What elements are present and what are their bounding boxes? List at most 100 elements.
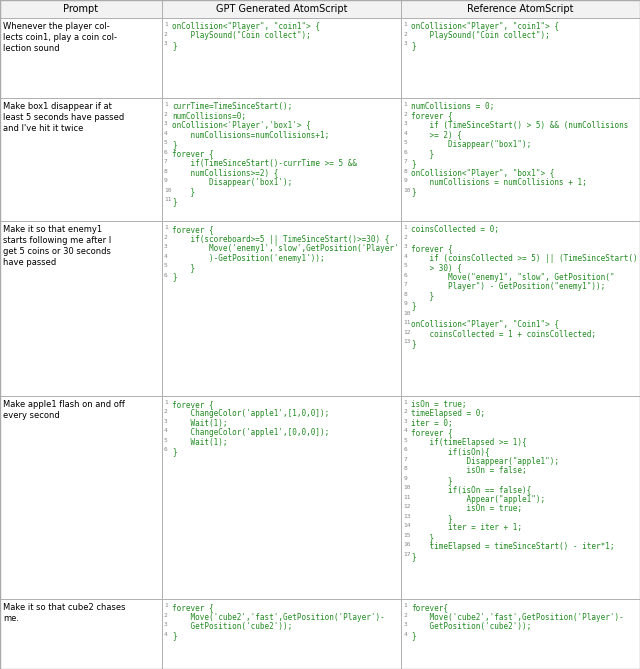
Text: }: } — [172, 632, 177, 640]
Text: 3: 3 — [164, 41, 168, 46]
Text: Whenever the player col-
lects coin1, play a coin col-
lection sound: Whenever the player col- lects coin1, pl… — [3, 22, 117, 54]
Text: forever{: forever{ — [412, 603, 448, 612]
Text: }: } — [412, 301, 416, 310]
Text: 1: 1 — [403, 102, 407, 107]
Text: 1: 1 — [403, 603, 407, 608]
Text: 7: 7 — [164, 159, 168, 164]
Text: 8: 8 — [403, 292, 407, 296]
Text: 7: 7 — [403, 159, 407, 164]
Text: >= 2) {: >= 2) { — [412, 130, 462, 140]
Text: if(isOn){: if(isOn){ — [412, 448, 490, 456]
Text: 1: 1 — [164, 400, 168, 405]
Bar — [162, 221, 401, 396]
Text: }: } — [412, 632, 416, 640]
Bar — [0, 396, 162, 599]
Text: isOn = true;: isOn = true; — [412, 400, 467, 409]
Text: 1: 1 — [164, 102, 168, 107]
Text: forever {: forever { — [412, 428, 453, 438]
Text: 9: 9 — [403, 301, 407, 306]
Text: 2: 2 — [403, 31, 407, 37]
Text: 4: 4 — [403, 254, 407, 259]
Text: }: } — [412, 159, 416, 168]
Text: 6: 6 — [403, 150, 407, 155]
Text: 2: 2 — [164, 112, 168, 116]
Bar — [401, 18, 640, 98]
Text: }: } — [412, 476, 453, 485]
Text: 4: 4 — [164, 130, 168, 136]
Bar — [0, 18, 162, 98]
Text: ChangeColor('apple1',[1,0,0]);: ChangeColor('apple1',[1,0,0]); — [172, 409, 329, 419]
Text: ChangeColor('apple1',[0,0,0]);: ChangeColor('apple1',[0,0,0]); — [172, 428, 329, 438]
Text: numCollisions = 0;: numCollisions = 0; — [412, 102, 495, 111]
Text: onCollision<"Player", "coin1"> {: onCollision<"Player", "coin1"> { — [412, 22, 559, 31]
Text: }: } — [172, 187, 195, 197]
Text: if(isOn == false){: if(isOn == false){ — [412, 486, 532, 494]
Bar — [162, 396, 401, 599]
Bar — [401, 0, 640, 18]
Text: Make it so that enemy1
starts following me after I
get 5 coins or 30 seconds
hav: Make it so that enemy1 starts following … — [3, 225, 111, 268]
Text: }: } — [412, 533, 435, 542]
Text: 1: 1 — [164, 22, 168, 27]
Text: coinsCollected = 1 + coinsCollected;: coinsCollected = 1 + coinsCollected; — [412, 330, 596, 339]
Text: 6: 6 — [164, 272, 168, 278]
Text: GetPosition('cube2'));: GetPosition('cube2')); — [412, 622, 532, 631]
Text: }: } — [412, 187, 416, 197]
Text: 2: 2 — [403, 409, 407, 415]
Text: PlaySound("Coin collect");: PlaySound("Coin collect"); — [172, 31, 310, 41]
Bar — [0, 0, 162, 18]
Text: forever {: forever { — [172, 225, 214, 234]
Text: }: } — [412, 292, 435, 300]
Text: 4: 4 — [403, 632, 407, 636]
Text: 10: 10 — [164, 187, 172, 193]
Text: if(scoreboard>=5 || TimeSinceStart()>=30) {: if(scoreboard>=5 || TimeSinceStart()>=30… — [172, 235, 389, 244]
Text: 9: 9 — [164, 178, 168, 183]
Text: 6: 6 — [164, 448, 168, 452]
Text: timeElapsed = 0;: timeElapsed = 0; — [412, 409, 485, 419]
Bar — [401, 599, 640, 669]
Bar — [0, 599, 162, 669]
Text: isOn = false;: isOn = false; — [412, 466, 527, 476]
Text: }: } — [412, 552, 416, 561]
Text: }: } — [412, 514, 453, 523]
Text: Disappear('box1');: Disappear('box1'); — [172, 178, 292, 187]
Text: }: } — [172, 448, 177, 456]
Text: Disappear("box1");: Disappear("box1"); — [412, 140, 532, 149]
Text: currTime=TimeSinceStart();: currTime=TimeSinceStart(); — [172, 102, 292, 111]
Text: 5: 5 — [164, 140, 168, 145]
Text: 13: 13 — [403, 514, 411, 519]
Text: 5: 5 — [164, 438, 168, 443]
Text: onCollision<"Player", "box1"> {: onCollision<"Player", "box1"> { — [412, 169, 555, 177]
Text: 13: 13 — [403, 339, 411, 344]
Text: 5: 5 — [403, 438, 407, 443]
Text: 5: 5 — [403, 263, 407, 268]
Text: 3: 3 — [164, 244, 168, 249]
Text: 9: 9 — [403, 178, 407, 183]
Text: Move('enemy1','slow',GetPosition('Player': Move('enemy1','slow',GetPosition('Player… — [172, 244, 399, 253]
Text: if(TimeSinceStart()-currTime >= 5 &&: if(TimeSinceStart()-currTime >= 5 && — [172, 159, 357, 168]
Text: 4: 4 — [164, 254, 168, 259]
Text: }: } — [172, 140, 177, 149]
Text: 4: 4 — [403, 130, 407, 136]
Text: isOn = true;: isOn = true; — [412, 504, 522, 514]
Text: 4: 4 — [403, 428, 407, 434]
Text: 1: 1 — [403, 400, 407, 405]
Text: iter = iter + 1;: iter = iter + 1; — [412, 523, 522, 533]
Text: 6: 6 — [403, 448, 407, 452]
Text: 11: 11 — [403, 320, 411, 325]
Text: )-GetPosition('enemy1'));: )-GetPosition('enemy1')); — [172, 254, 324, 263]
Text: 7: 7 — [403, 457, 407, 462]
Text: 2: 2 — [403, 613, 407, 617]
Bar — [401, 98, 640, 221]
Text: 10: 10 — [403, 486, 411, 490]
Text: }: } — [172, 263, 195, 272]
Text: }: } — [172, 272, 177, 282]
Text: timeElapsed = timeSinceStart() - iter*1;: timeElapsed = timeSinceStart() - iter*1; — [412, 543, 615, 551]
Text: 10: 10 — [403, 310, 411, 316]
Text: onCollision<"Player", "coin1"> {: onCollision<"Player", "coin1"> { — [172, 22, 320, 31]
Text: numCollisions = numCollisions + 1;: numCollisions = numCollisions + 1; — [412, 178, 587, 187]
Text: 1: 1 — [403, 225, 407, 230]
Text: if (coinsCollected >= 5) || (TimeSinceStart(): if (coinsCollected >= 5) || (TimeSinceSt… — [412, 254, 638, 263]
Text: }: } — [172, 197, 177, 206]
Text: 6: 6 — [403, 272, 407, 278]
Text: 8: 8 — [403, 169, 407, 174]
